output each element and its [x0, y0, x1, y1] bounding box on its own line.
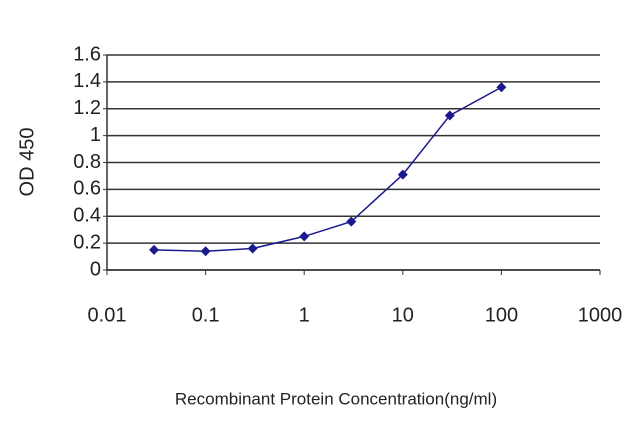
y-tick-label: 1.4 [73, 70, 101, 92]
marker [397, 169, 408, 180]
y-tick-label: 0.2 [73, 231, 101, 253]
marker [346, 216, 357, 227]
y-tick-label: 0.8 [73, 151, 101, 173]
y-tick-label: 0 [90, 258, 101, 280]
x-tick-label: 1 [299, 304, 310, 326]
marker [444, 110, 455, 121]
x-tick-label: 0.01 [88, 304, 127, 326]
y-tick-label: 0.6 [73, 178, 101, 200]
marker [247, 243, 258, 254]
x-tick-label: 0.1 [192, 304, 220, 326]
y-tick-label: 0.4 [73, 205, 101, 227]
marker [149, 244, 160, 255]
marker [200, 246, 211, 257]
x-tick-label: 1000 [578, 304, 623, 326]
y-tick-label: 1.2 [73, 97, 101, 119]
x-tick-label: 100 [485, 304, 518, 326]
y-tick-label: 1 [90, 124, 101, 146]
x-axis-label: Recombinant Protein Concentration(ng/ml) [175, 389, 497, 408]
x-tick-label: 10 [392, 304, 414, 326]
y-tick-label: 1.6 [73, 43, 101, 65]
y-axis-label: OD 450 [16, 128, 38, 197]
series-line [154, 86, 502, 252]
marker [496, 82, 507, 93]
marker [299, 231, 310, 242]
